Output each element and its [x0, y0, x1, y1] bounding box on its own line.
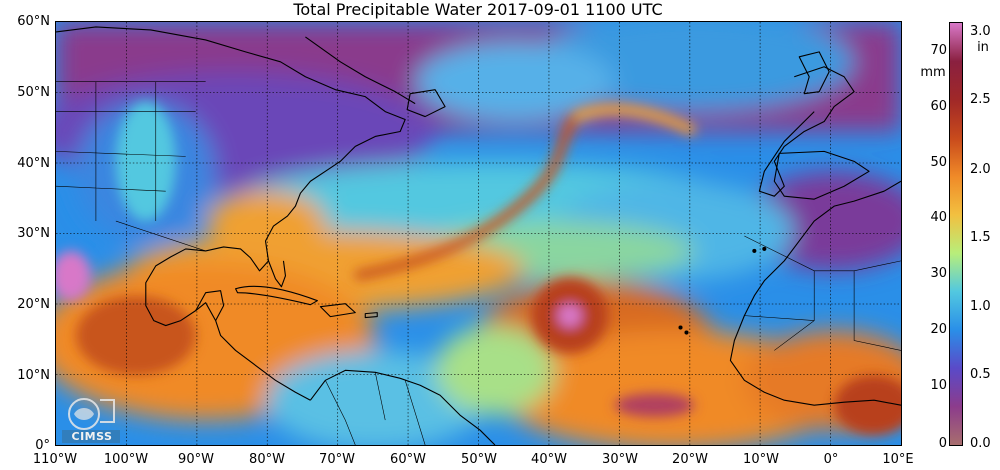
lon-label-10w: 10°W	[743, 452, 779, 467]
in-tick-0-5: 0.5	[970, 367, 991, 382]
colorbar	[949, 22, 963, 446]
colorbar-mm-unit: mm	[920, 65, 946, 80]
mm-tick-30: 30	[930, 266, 947, 281]
cimss-logo	[62, 398, 120, 443]
borders	[56, 81, 901, 445]
lat-label-20n: 20°N	[17, 297, 50, 312]
lat-label-40n: 40°N	[17, 156, 50, 171]
mm-tick-20: 20	[930, 322, 947, 337]
lon-label-110w: 110°W	[32, 452, 78, 467]
coast-cuba	[235, 285, 318, 306]
mm-tick-10: 10	[930, 378, 947, 393]
coast-south-america	[309, 369, 496, 445]
lat-label-0: 0°	[35, 438, 50, 453]
in-tick-2-0: 2.0	[970, 162, 991, 177]
coast-florida	[267, 260, 287, 288]
coastlines	[56, 26, 901, 445]
graticule	[56, 22, 901, 445]
lon-label-40w: 40°W	[531, 452, 567, 467]
coast-yucatan	[195, 290, 225, 321]
coast-labrador	[305, 36, 416, 105]
lon-label-30w: 30°W	[602, 452, 638, 467]
coast-europe	[758, 66, 855, 197]
mm-tick-40: 40	[930, 210, 947, 225]
mm-tick-0: 0	[938, 436, 947, 451]
coast-north-america	[56, 26, 406, 401]
lon-label-100w: 100°W	[103, 452, 149, 467]
lon-label-20w: 20°W	[672, 452, 708, 467]
mm-tick-70: 70	[930, 43, 947, 58]
in-tick-1-5: 1.5	[970, 230, 991, 245]
cimss-logo-text: CIMSS	[71, 430, 113, 443]
in-tick-2-5: 2.5	[970, 92, 991, 107]
lon-label-60w: 60°W	[390, 452, 426, 467]
lon-label-10e: 10°E	[882, 452, 914, 467]
mm-tick-50: 50	[930, 155, 947, 170]
moisture-features	[56, 101, 901, 436]
lat-label-60n: 60°N	[17, 14, 50, 29]
coast-hispaniola	[319, 303, 356, 318]
colorbar-in-unit: in	[977, 40, 989, 55]
map-title: Total Precipitable Water 2017-09-01 1100…	[293, 0, 663, 19]
lon-label-0: 0°	[823, 452, 839, 467]
mm-tick-60: 60	[930, 99, 947, 114]
lon-label-90w: 90°W	[178, 452, 214, 467]
lat-label-30n: 30°N	[17, 226, 50, 241]
in-tick-1-0: 1.0	[970, 299, 991, 314]
in-tick-3-0: 3.0	[970, 24, 991, 39]
lat-label-10n: 10°N	[17, 368, 50, 383]
tpw-map	[55, 21, 902, 446]
colorbar-gradient	[950, 23, 962, 445]
in-tick-0-0: 0.0	[970, 436, 991, 451]
lon-label-70w: 70°W	[319, 452, 355, 467]
lon-label-80w: 80°W	[249, 452, 285, 467]
lat-label-50n: 50°N	[17, 85, 50, 100]
coast-iberia	[773, 150, 870, 200]
coast-uk	[798, 51, 830, 95]
lon-label-50w: 50°W	[461, 452, 497, 467]
